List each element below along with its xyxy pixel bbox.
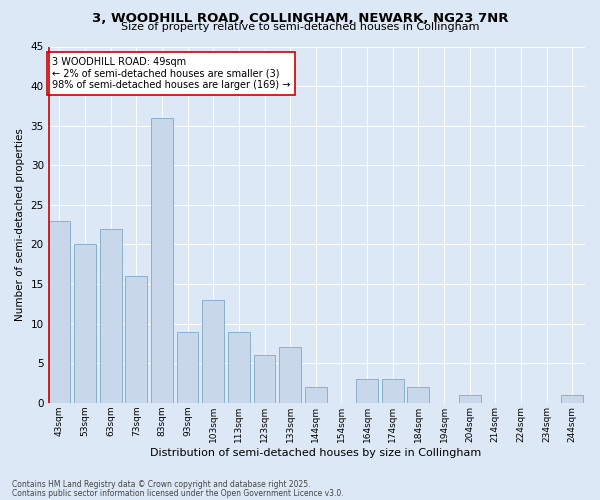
Bar (100, 228, 122, 403)
Bar (382, 379, 404, 403)
Bar (228, 332, 250, 403)
Bar (202, 300, 224, 403)
Bar (561, 395, 583, 403)
Bar (407, 387, 429, 403)
Bar (305, 387, 326, 403)
Text: 3, WOODHILL ROAD, COLLINGHAM, NEWARK, NG23 7NR: 3, WOODHILL ROAD, COLLINGHAM, NEWARK, NG… (92, 12, 508, 26)
Text: Size of property relative to semi-detached houses in Collingham: Size of property relative to semi-detach… (121, 22, 479, 32)
Bar (254, 356, 275, 403)
Text: Contains public sector information licensed under the Open Government Licence v3: Contains public sector information licen… (12, 488, 344, 498)
Bar (49, 220, 70, 403)
Bar (74, 244, 96, 403)
Bar (151, 118, 173, 403)
Bar (177, 332, 199, 403)
Text: Contains HM Land Registry data © Crown copyright and database right 2025.: Contains HM Land Registry data © Crown c… (12, 480, 311, 489)
Bar (125, 276, 147, 403)
Bar (279, 348, 301, 403)
Bar (356, 379, 378, 403)
Text: 3 WOODHILL ROAD: 49sqm
← 2% of semi-detached houses are smaller (3)
98% of semi-: 3 WOODHILL ROAD: 49sqm ← 2% of semi-deta… (52, 57, 290, 90)
Bar (459, 395, 481, 403)
X-axis label: Distribution of semi-detached houses by size in Collingham: Distribution of semi-detached houses by … (150, 448, 481, 458)
Y-axis label: Number of semi-detached properties: Number of semi-detached properties (15, 128, 25, 321)
